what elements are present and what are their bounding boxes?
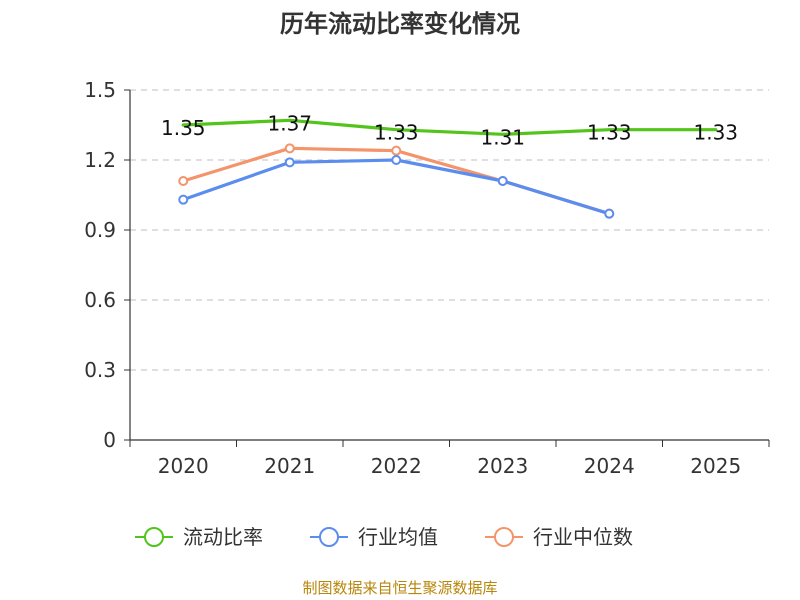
x-tick-label: 2024 xyxy=(584,454,635,478)
y-tick-label: 1.5 xyxy=(84,78,116,102)
data-point xyxy=(391,155,402,165)
x-tick-label: 2022 xyxy=(371,454,422,478)
data-label: 1.37 xyxy=(267,111,312,135)
data-point xyxy=(284,157,295,168)
y-tick-label: 0.6 xyxy=(84,288,116,312)
axes: 0 0.3 0.6 0.9 1.2 1.5 2020 2021 2022 2023 2024 2025 xyxy=(84,78,770,478)
data-point xyxy=(284,143,295,154)
x-tick-label: 2023 xyxy=(477,454,528,478)
series-line-0 xyxy=(181,118,718,136)
x-tick-label: 2021 xyxy=(264,454,315,478)
data-point xyxy=(178,194,189,205)
series-line-1 xyxy=(181,158,611,216)
legend: 流动比率 行业均值 行业中位数 xyxy=(135,525,633,549)
x-tick-label: 2025 xyxy=(690,454,741,478)
data-point xyxy=(497,176,508,186)
data-point xyxy=(604,208,615,219)
data-point xyxy=(391,145,402,156)
y-tick-label: 0 xyxy=(103,428,116,452)
data-labels: 1.35 1.37 1.33 1.31 1.33 1.33 xyxy=(161,111,738,149)
data-label: 1.33 xyxy=(693,121,738,145)
data-label: 1.33 xyxy=(587,121,632,145)
legend-label: 流动比率 xyxy=(183,525,263,549)
y-tick-label: 0.3 xyxy=(84,358,116,382)
x-tick-label: 2020 xyxy=(158,454,209,478)
legend-label: 行业均值 xyxy=(358,525,438,549)
legend-label: 行业中位数 xyxy=(533,525,633,549)
gridlines xyxy=(130,89,769,371)
data-label: 1.33 xyxy=(374,121,419,145)
data-label: 1.35 xyxy=(161,116,206,140)
legend-marker xyxy=(494,527,514,547)
legend-marker xyxy=(319,527,339,547)
data-label: 1.31 xyxy=(480,125,525,149)
series-layer xyxy=(178,118,718,219)
data-point xyxy=(178,176,189,186)
source-note: 制图数据来自恒生聚源数据库 xyxy=(302,579,497,597)
y-tick-label: 1.2 xyxy=(84,148,116,172)
chart-title: 历年流动比率变化情况 xyxy=(280,10,520,38)
legend-marker xyxy=(144,527,164,547)
y-tick-label: 0.9 xyxy=(84,218,116,242)
